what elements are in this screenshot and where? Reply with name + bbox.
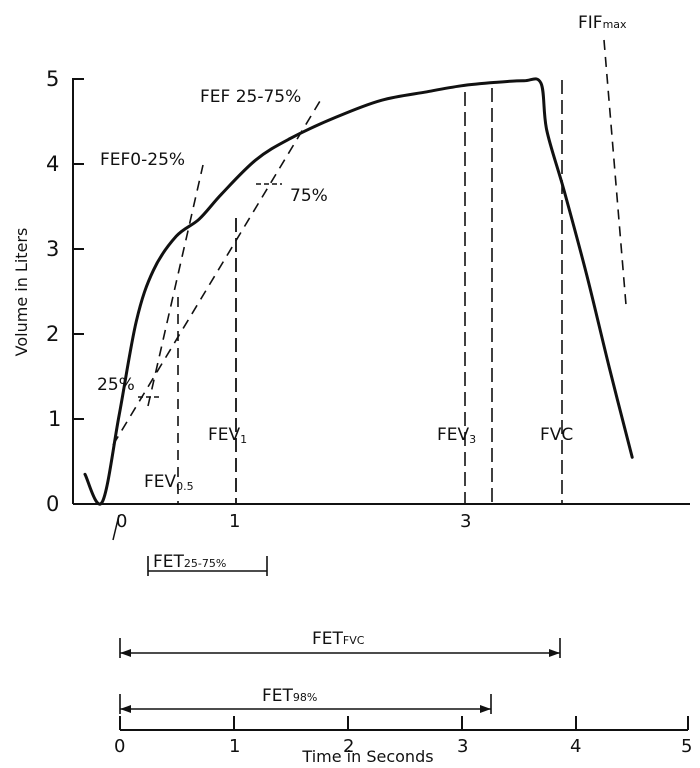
bottom-x-tick-label-5: 5 xyxy=(681,736,692,757)
volume-time-curve xyxy=(83,77,634,506)
fet98-arrow-right xyxy=(480,705,491,713)
fev05-label: FEV0.5 xyxy=(144,472,194,493)
fetfvc-arrow-right xyxy=(549,649,560,657)
x-axis-title: Time in Seconds xyxy=(301,747,433,766)
y-tick-label-0: 0 xyxy=(46,492,59,516)
fev3-label: FEV3 xyxy=(437,425,476,446)
fef025-dashed-line xyxy=(147,164,204,407)
fet2575-label: FET25-75% xyxy=(153,552,226,572)
y-tick-label-1: 1 xyxy=(48,407,61,431)
top-x-tick-label-0: 0 xyxy=(116,511,127,532)
y-tick-label-5: 5 xyxy=(46,67,59,91)
pct75-label: 75% xyxy=(290,186,328,206)
top-x-tick-label-1: 1 xyxy=(229,511,240,532)
fet98-label: FET98% xyxy=(262,686,317,706)
y-tick-label-3: 3 xyxy=(46,237,59,261)
bottom-x-tick-label-1: 1 xyxy=(229,736,240,757)
bottom-x-tick-label-3: 3 xyxy=(457,736,468,757)
bottom-x-ticks xyxy=(119,716,689,730)
fef2575-label: FEF 25-75% xyxy=(200,87,301,107)
fef025-label: FEF0-25% xyxy=(100,150,185,170)
top-x-tick-label-3: 3 xyxy=(460,511,471,532)
fetfvc-arrow-left xyxy=(120,649,131,657)
bottom-x-tick-label-2: 2 xyxy=(343,736,354,757)
y-tick-label-4: 4 xyxy=(46,152,59,176)
zero-slash xyxy=(112,514,120,541)
fvc-label: FVC xyxy=(540,425,573,445)
y-axis-title: Volume in Liters xyxy=(12,228,31,357)
fetfvc-label: FETFVC xyxy=(312,629,365,649)
fifmax-label: FIFmax xyxy=(578,13,627,33)
bottom-x-tick-label-0: 0 xyxy=(114,736,125,757)
fev1-label: FEV1 xyxy=(208,425,247,446)
pct25-label: 25% xyxy=(97,375,135,395)
fifmax-dashed-line xyxy=(603,39,627,306)
fet98-arrow-left xyxy=(120,705,131,713)
y-tick-label-2: 2 xyxy=(46,322,59,346)
bottom-x-tick-label-4: 4 xyxy=(570,736,581,757)
y-ticks xyxy=(73,78,84,505)
